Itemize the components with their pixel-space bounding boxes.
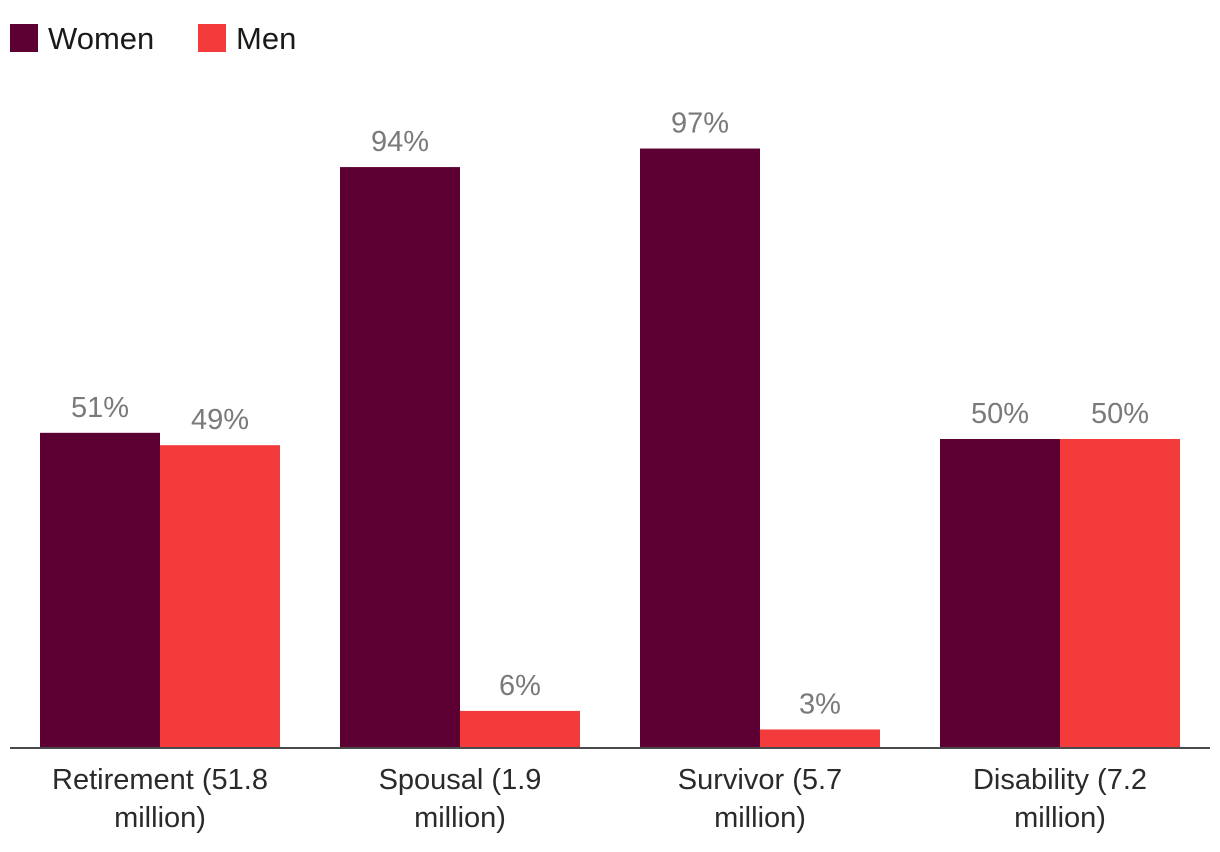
category-labels-group: Retirement (51.8 million) Spousal (1.9 mill…: [52, 764, 1147, 834]
legend-label-women: Women: [48, 21, 154, 56]
category-label-line: million): [714, 802, 806, 834]
category-label-disability: Disability (7.2 million): [973, 764, 1147, 834]
category-label-line: Spousal (1.9: [379, 764, 542, 796]
legend-swatch-women: [10, 24, 38, 52]
data-labels-group: 51% 49% 94% 6% 97% 3% 50% 50%: [71, 108, 1149, 721]
category-label-line: Retirement (51.8: [52, 764, 268, 796]
category-label-line: Survivor (5.7: [678, 764, 842, 796]
data-label-men-survivor: 3%: [799, 688, 841, 720]
bar-men-spousal: [460, 710, 580, 748]
data-label-women-spousal: 94%: [371, 126, 429, 158]
bars-group: [40, 148, 1180, 749]
category-label-spousal: Spousal (1.9 million): [379, 764, 542, 834]
bar-women-disability: [940, 439, 1060, 748]
data-label-men-retirement: 49%: [191, 404, 249, 436]
legend-label-men: Men: [236, 21, 296, 56]
data-label-women-disability: 50%: [971, 398, 1029, 430]
data-label-women-survivor: 97%: [671, 108, 729, 140]
bar-women-retirement: [40, 432, 160, 748]
category-label-survivor: Survivor (5.7 million): [678, 764, 842, 834]
bar-women-spousal: [340, 167, 460, 748]
category-label-line: million): [1014, 802, 1106, 834]
data-label-women-retirement: 51%: [71, 392, 129, 424]
category-label-line: million): [114, 802, 206, 834]
data-label-men-disability: 50%: [1091, 398, 1149, 430]
bar-women-survivor: [640, 148, 760, 749]
category-label-line: Disability (7.2: [973, 764, 1147, 796]
category-label-retirement: Retirement (51.8 million): [52, 764, 268, 834]
legend-swatch-men: [198, 24, 226, 52]
bar-men-disability: [1060, 439, 1180, 748]
data-label-men-spousal: 6%: [499, 670, 541, 702]
category-label-line: million): [414, 802, 506, 834]
bar-men-retirement: [160, 445, 280, 748]
bar-men-survivor: [760, 729, 880, 748]
legend: Women Men: [10, 21, 296, 56]
